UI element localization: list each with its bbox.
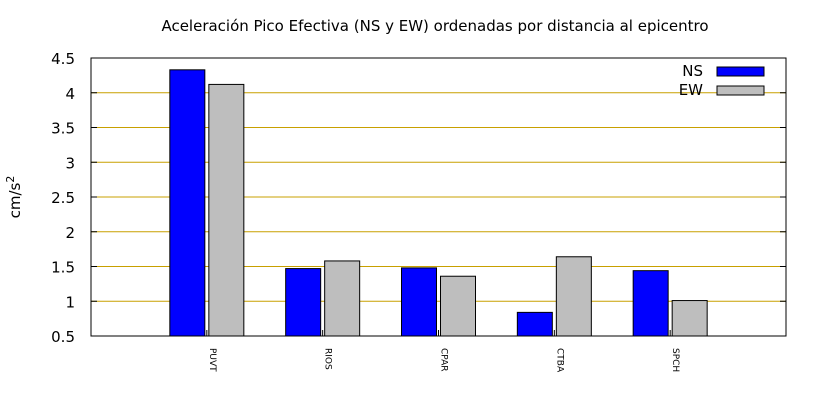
y-tick-label: 4.5 (51, 50, 75, 68)
bar-ew (208, 83, 245, 337)
y-tick-label: 2 (65, 224, 75, 242)
bar-ns (285, 268, 322, 337)
bar-ns (401, 267, 437, 337)
y-tick-label: 0.5 (51, 328, 75, 346)
y-tick-label: 2.5 (51, 189, 75, 207)
y-tick-label: 3.5 (51, 120, 75, 138)
bar-ns (169, 69, 206, 337)
legend-swatch (716, 85, 765, 96)
legend-swatch (716, 66, 765, 77)
bar-ns (632, 270, 669, 337)
y-tick-label: 1.5 (51, 259, 75, 277)
bar-ew (324, 260, 361, 337)
bar-ew (555, 256, 592, 337)
y-axis-ticks: 0.5 1 1.5 2 2.5 3 3.5 4 4.5 (51, 50, 786, 346)
x-tick-label: PUVT (207, 348, 217, 372)
grid-lines (91, 92, 786, 302)
bar-ns (516, 311, 553, 337)
bar-ew (440, 275, 476, 337)
x-axis-categories: PUVT RIOS CPAR CTBA SPCH (206, 330, 680, 373)
x-tick-label: CTBA (554, 348, 564, 373)
x-tick-label: SPCH (670, 348, 680, 372)
legend-label: NS (682, 62, 703, 80)
legend-label: EW (679, 81, 703, 99)
x-tick-label: CPAR (439, 348, 449, 372)
y-tick-label: 1 (65, 293, 75, 311)
bars (169, 69, 708, 337)
chart-title: Aceleración Pico Efectiva (NS y EW) orde… (161, 17, 708, 35)
bar-ew (671, 300, 708, 337)
y-tick-label: 3 (65, 154, 75, 172)
y-tick-label: 4 (65, 85, 75, 103)
x-tick-label: RIOS (323, 348, 333, 370)
y-axis-label: cm/s2 (4, 176, 24, 219)
